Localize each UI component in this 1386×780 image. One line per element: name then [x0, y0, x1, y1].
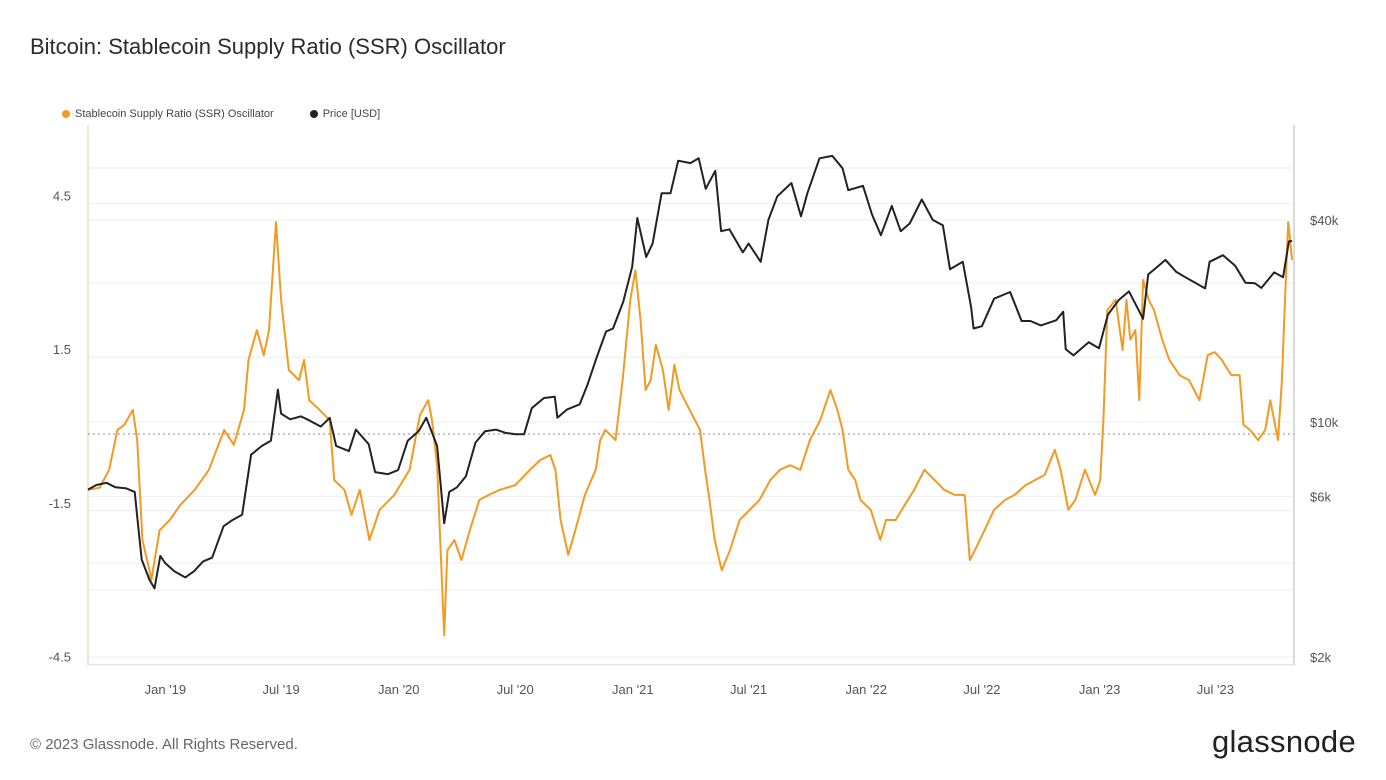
copyright-footer: © 2023 Glassnode. All Rights Reserved. [30, 736, 298, 753]
price-line [87, 154, 1293, 590]
y-left-tick-label: -4.5 [49, 649, 71, 664]
ssr-oscillator-line [87, 221, 1294, 637]
legend-label-price: Price [USD] [322, 108, 381, 120]
x-tick-label: Jul '20 [497, 682, 534, 697]
x-tick-label: Jan '22 [845, 682, 887, 697]
x-tick-label: Jul '21 [730, 682, 767, 697]
legend: Stablecoin Supply Ratio (SSR) Oscillator… [62, 108, 380, 120]
x-tick-label: Jan '20 [378, 682, 420, 697]
x-tick-label: Jan '23 [1079, 682, 1121, 697]
y-left-tick-label: -1.5 [49, 496, 71, 511]
x-tick-label: Jul '19 [263, 682, 300, 697]
legend-dot-price [309, 110, 318, 118]
x-tick-label: Jul '23 [1197, 682, 1234, 697]
y-left-tick-label: 4.5 [53, 189, 71, 204]
y-right-tick-label: $6k [1310, 490, 1331, 505]
legend-item-price[interactable]: Price [USD] [309, 108, 381, 120]
glassnode-logo: glassnode [1211, 724, 1356, 759]
chart-title: Bitcoin: Stablecoin Supply Ratio (SSR) O… [30, 34, 506, 59]
x-tick-label: Jan '21 [612, 682, 654, 697]
x-tick-label: Jan '19 [145, 682, 187, 697]
y-right-tick-label: $10k [1310, 415, 1339, 430]
legend-item-ssr[interactable]: Stablecoin Supply Ratio (SSR) Oscillator [62, 108, 274, 120]
x-tick-label: Jul '22 [963, 682, 1000, 697]
legend-label-ssr: Stablecoin Supply Ratio (SSR) Oscillator [75, 108, 274, 120]
y-right-tick-label: $40k [1310, 213, 1339, 228]
legend-dot-ssr [62, 110, 70, 118]
y-right-tick-label: $2k [1310, 650, 1331, 665]
y-left-tick-label: 1.5 [53, 342, 71, 357]
